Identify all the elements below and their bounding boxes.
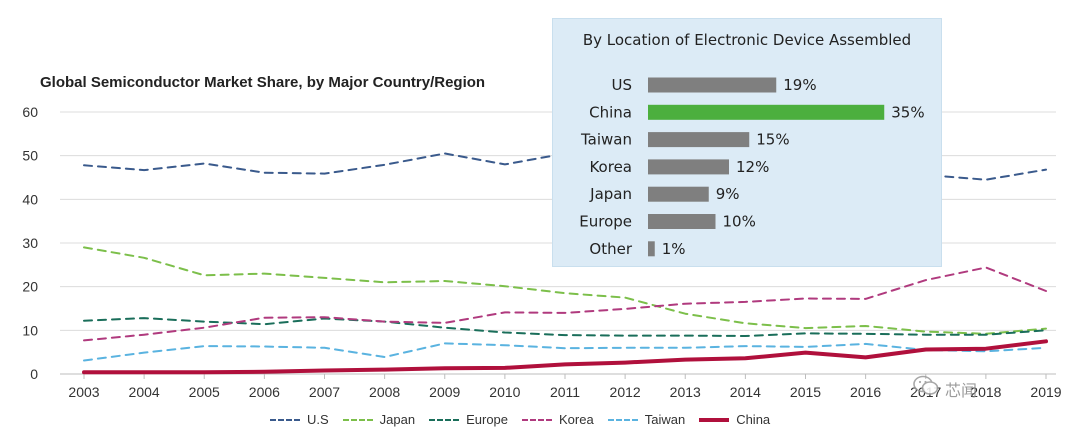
legend-label: China <box>736 412 771 427</box>
bar-value-label: 1% <box>662 240 686 258</box>
x-tick-label: 2009 <box>429 384 460 400</box>
series-line-europe <box>83 317 1047 337</box>
bar-value-label: 12% <box>736 158 769 176</box>
x-tick-label: 2014 <box>730 384 761 400</box>
legend-label: Taiwan <box>644 412 686 427</box>
y-tick-label: 10 <box>22 322 38 338</box>
legend-swatch <box>342 418 373 421</box>
bar-value-label: 9% <box>716 185 740 203</box>
legend-item-europe: Europe <box>429 412 508 427</box>
bar-category-label: Japan <box>589 185 632 203</box>
bar-taiwan <box>648 132 750 148</box>
bar-japan <box>648 186 709 202</box>
series-line-korea <box>83 266 1047 342</box>
bar-category-label: China <box>589 103 632 121</box>
x-tick-label: 2005 <box>189 384 220 400</box>
watermark-text: 芯闻 <box>945 381 978 400</box>
bar-china <box>648 104 885 120</box>
watermark: 芯闻 <box>913 375 978 401</box>
bar-category-label: Taiwan <box>580 131 632 149</box>
y-tick-label: 20 <box>22 279 38 295</box>
legend-label: Japan <box>379 412 416 427</box>
wechat-icon <box>913 375 939 395</box>
legend-label: Europe <box>466 412 509 427</box>
x-tick-label: 2004 <box>129 384 160 400</box>
legend-swatch <box>699 417 730 422</box>
x-tick-label: 2019 <box>1030 384 1061 400</box>
bar-europe <box>648 214 716 229</box>
legend-item-taiwan: Taiwan <box>607 412 686 427</box>
bar-category-label: Europe <box>579 213 632 231</box>
legend-swatch <box>522 418 553 421</box>
legend-item-china: China <box>699 412 770 427</box>
bar-category-label: Other <box>589 240 632 258</box>
legend-item-u-s: U.S <box>270 412 329 427</box>
x-tick-label: 2016 <box>850 384 881 400</box>
legend-item-korea: Korea <box>522 412 594 427</box>
x-tick-label: 2015 <box>790 384 821 400</box>
legend-item-japan: Japan <box>342 412 416 427</box>
legend: U.S Japan Europe Korea Taiwan China <box>270 412 784 427</box>
bar-value-label: 35% <box>891 103 924 121</box>
legend-swatch <box>429 418 460 421</box>
bar-value-label: 19% <box>783 76 816 94</box>
x-tick-label: 2003 <box>68 384 99 400</box>
inset-bar-chart: US 19% China 35% Taiwan 15% Korea 12% Japan 9% Eur… <box>579 76 924 258</box>
inset-title: By Location of Electronic Device Assembl… <box>582 31 912 49</box>
x-tick-label: 2012 <box>610 384 641 400</box>
y-tick-label: 30 <box>22 235 38 251</box>
x-tick-label: 2008 <box>369 384 400 400</box>
y-tick-label: 50 <box>22 148 38 164</box>
bar-korea <box>648 159 729 175</box>
y-tick-label: 40 <box>22 191 38 207</box>
inset-bar-chart-panel: By Location of Electronic Device Assembl… <box>552 18 942 267</box>
legend-label: U.S <box>307 412 329 427</box>
y-tick-label: 0 <box>30 366 38 382</box>
bar-category-label: US <box>611 76 632 94</box>
bar-value-label: 15% <box>756 131 789 149</box>
bar-other <box>648 241 655 257</box>
bar-us <box>648 77 777 93</box>
y-tick-label: 60 <box>22 104 38 120</box>
chart-title: Global Semiconductor Market Share, by Ma… <box>40 74 486 91</box>
legend-swatch <box>607 418 638 421</box>
x-tick-label: 2013 <box>670 384 701 400</box>
x-tick-label: 2010 <box>489 384 520 400</box>
series-line-taiwan <box>83 342 1047 362</box>
x-tick-label: 2007 <box>309 384 340 400</box>
bar-category-label: Korea <box>589 158 632 176</box>
series-line-u-s <box>83 148 1047 181</box>
legend-swatch <box>270 418 300 421</box>
x-tick-label: 2011 <box>550 384 580 400</box>
x-tick-label: 2018 <box>970 384 1001 400</box>
x-tick-label: 2006 <box>249 384 280 400</box>
legend-label: Korea <box>559 412 594 427</box>
series-line-china <box>82 339 1048 375</box>
bar-value-label: 10% <box>723 213 756 231</box>
